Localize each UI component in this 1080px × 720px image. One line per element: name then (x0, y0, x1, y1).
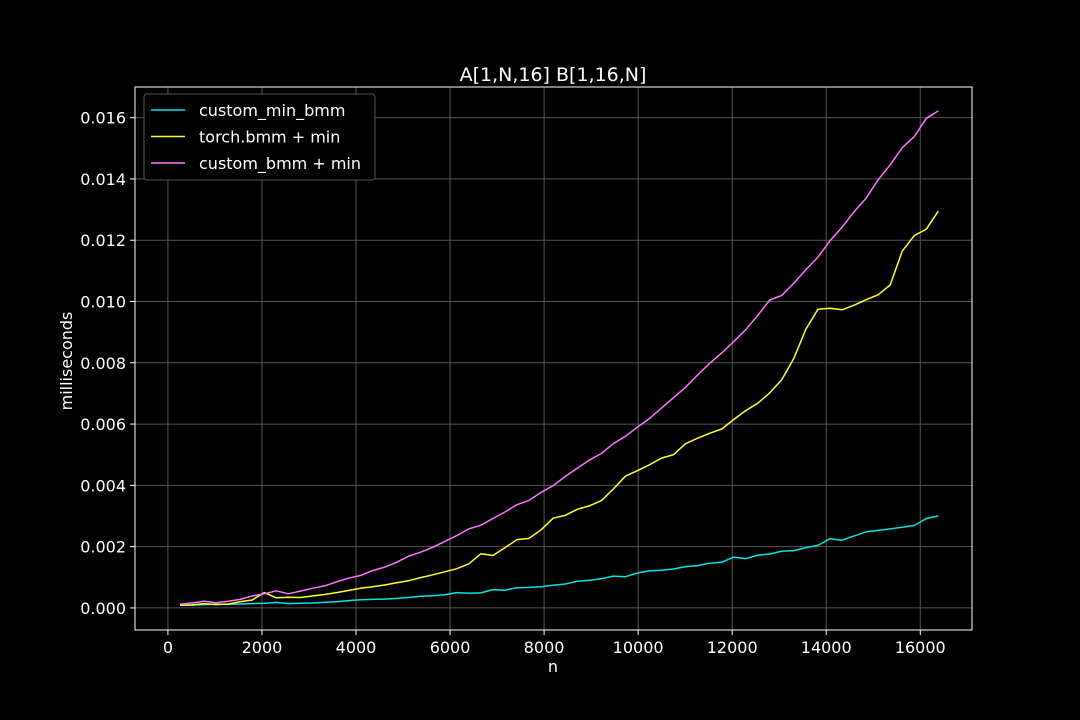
legend-label-torch-bmm-min: torch.bmm + min (199, 128, 340, 147)
x-tick-label: 6000 (430, 638, 471, 657)
y-tick-label: 0.012 (80, 231, 126, 250)
x-tick-label: 12000 (707, 638, 758, 657)
y-tick-label: 0.014 (80, 170, 126, 189)
chart-title: A[1,N,16] B[1,16,N] (460, 64, 647, 86)
legend-box (143, 93, 376, 181)
y-tick-label: 0.016 (80, 109, 126, 128)
y-tick-label: 0.006 (80, 415, 126, 434)
x-tick-label: 0 (163, 638, 173, 657)
series-line-custom-min-bmm (180, 515, 939, 606)
series-layer (179, 110, 939, 606)
legend-label-custom-bmm-min: custom_bmm + min (199, 154, 361, 174)
legend-label-custom-min-bmm: custom_min_bmm (199, 101, 345, 121)
y-tick-label: 0.010 (80, 293, 126, 312)
x-tick-label: 4000 (336, 638, 377, 657)
x-tick-label: 2000 (242, 638, 283, 657)
series-line-torch-bmm-min (179, 210, 939, 606)
y-tick-label: 0.008 (80, 354, 126, 373)
y-axis-label: milliseconds (57, 312, 76, 411)
x-tick-label: 14000 (801, 638, 852, 657)
y-axis: 0.000 0.002 0.004 0.006 0.008 0.010 0.012 0.014… (80, 109, 135, 618)
legend: custom_min_bmm torch.bmm + min custom_bmm … (143, 93, 376, 181)
x-tick-label: 16000 (895, 638, 946, 657)
x-tick-label: 10000 (613, 638, 664, 657)
x-tick-label: 8000 (524, 638, 565, 657)
plot-area (134, 86, 973, 631)
y-tick-label: 0.000 (80, 599, 126, 618)
x-axis-label: n (548, 657, 558, 676)
x-axis: 0 2000 4000 6000 8000 10000 12000 14000 16000 (163, 630, 946, 657)
series-line-custom-bmm-min (179, 110, 939, 606)
y-tick-label: 0.002 (80, 538, 126, 557)
y-tick-label: 0.004 (80, 476, 126, 495)
